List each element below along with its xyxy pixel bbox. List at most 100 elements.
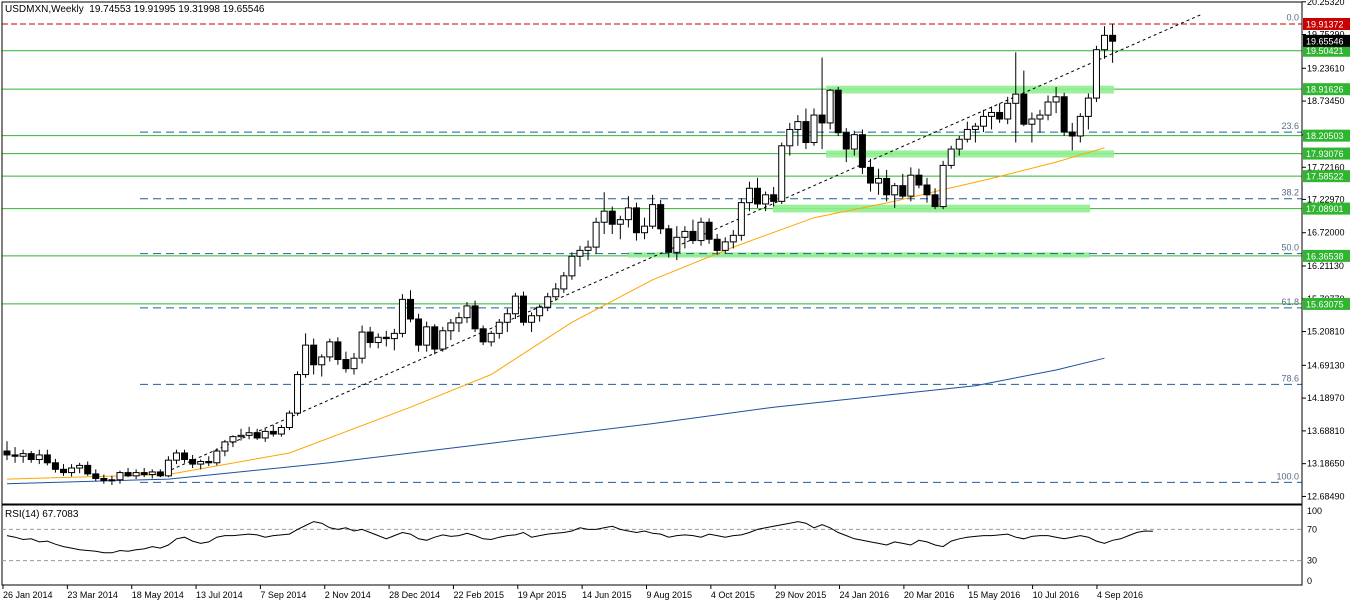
candle xyxy=(132,469,140,480)
candle-body xyxy=(584,246,592,251)
candle xyxy=(737,198,745,241)
level-tag-label-0: 19.91372 xyxy=(1306,19,1344,29)
candle-body xyxy=(398,298,406,334)
candle xyxy=(342,351,350,373)
y-tick-label: 17.22970 xyxy=(1307,194,1345,204)
candle-body xyxy=(390,332,398,340)
level-tag-label-5: 17.58522 xyxy=(1306,172,1344,182)
candle-body xyxy=(697,221,705,242)
candle xyxy=(810,108,818,146)
candle xyxy=(834,86,842,136)
candle-body xyxy=(181,452,189,461)
candle xyxy=(205,456,213,467)
candle xyxy=(366,326,374,348)
ma200-line xyxy=(6,357,1105,485)
candle xyxy=(568,252,576,280)
candle xyxy=(1028,112,1036,143)
candle-body xyxy=(560,275,568,290)
candle-body xyxy=(269,430,277,435)
candle xyxy=(84,461,92,476)
candle xyxy=(891,183,899,208)
candle xyxy=(116,470,124,484)
candle xyxy=(43,449,51,466)
y-tick-label: 20.25320 xyxy=(1307,0,1345,7)
candle-body xyxy=(519,295,527,323)
candle xyxy=(1084,93,1092,130)
candle xyxy=(253,428,261,440)
candle xyxy=(1092,45,1100,102)
candle-body xyxy=(68,467,76,474)
candle-body xyxy=(858,134,866,168)
candle xyxy=(899,173,907,199)
fib-label-1: 23.6 xyxy=(1281,121,1299,131)
candle-body xyxy=(576,249,584,257)
level-tag-bg-6 xyxy=(1303,202,1350,215)
x-tick-label: 14 Jun 2015 xyxy=(582,590,632,600)
candle xyxy=(229,435,237,448)
candle-body xyxy=(592,221,600,248)
candle xyxy=(745,181,753,212)
candle xyxy=(1052,86,1060,114)
y-tick-label: 15.20810 xyxy=(1307,327,1345,337)
candle-body xyxy=(76,464,84,469)
candle-body xyxy=(568,255,576,277)
x-tick-label: 15 May 2016 xyxy=(968,590,1020,600)
candle xyxy=(261,428,269,442)
level-tag-label-2: 18.91626 xyxy=(1306,85,1344,95)
candle xyxy=(641,217,649,240)
fib-label-6: 100.0 xyxy=(1276,471,1299,481)
candle-body xyxy=(866,166,874,184)
candle xyxy=(979,109,987,133)
candle-body xyxy=(616,219,624,225)
candle xyxy=(705,218,713,244)
candle xyxy=(1044,95,1052,121)
moving-averages-layer xyxy=(6,147,1105,485)
candle xyxy=(544,292,552,312)
candle xyxy=(51,458,59,473)
candle xyxy=(632,202,640,241)
candle-body xyxy=(334,341,342,361)
candle-body xyxy=(665,228,673,253)
candle xyxy=(463,302,471,323)
x-tick-label: 10 Jul 2016 xyxy=(1033,590,1080,600)
candle xyxy=(713,234,721,255)
candle-body xyxy=(261,430,269,439)
candle-body xyxy=(875,177,883,184)
candle xyxy=(511,292,519,319)
candle-body xyxy=(189,459,197,465)
candle xyxy=(657,200,665,235)
candle xyxy=(439,326,447,352)
candle-body xyxy=(810,114,818,144)
candle-body xyxy=(479,328,487,343)
level-tag-bg-3 xyxy=(1303,129,1350,142)
candle-body xyxy=(503,313,511,323)
candle xyxy=(519,291,527,326)
candle xyxy=(431,324,439,355)
candle xyxy=(237,428,245,441)
candle-body xyxy=(463,305,471,319)
candle xyxy=(1109,23,1117,63)
candle xyxy=(697,217,705,246)
candle-body xyxy=(1044,101,1052,116)
candle xyxy=(963,121,971,143)
level-tag-bg-5 xyxy=(1303,170,1350,183)
x-tick-label: 9 Aug 2015 xyxy=(647,590,693,600)
candle xyxy=(560,271,568,293)
candle-body xyxy=(1076,115,1084,137)
candle xyxy=(100,474,108,484)
candle-body xyxy=(552,288,560,298)
candle xyxy=(302,333,310,378)
support-zone-3 xyxy=(628,252,1090,258)
candle-body xyxy=(172,452,180,461)
candle xyxy=(971,122,979,143)
candle-body xyxy=(294,374,302,414)
candle xyxy=(1068,122,1076,151)
fib-label-2: 38.2 xyxy=(1281,188,1299,198)
level-tag-label-8: 15.63075 xyxy=(1306,299,1344,309)
x-tick-label: 29 Nov 2015 xyxy=(775,590,826,600)
candle xyxy=(866,158,874,192)
candle-body xyxy=(745,187,753,204)
candle-body xyxy=(27,453,35,461)
candle xyxy=(1020,70,1028,127)
